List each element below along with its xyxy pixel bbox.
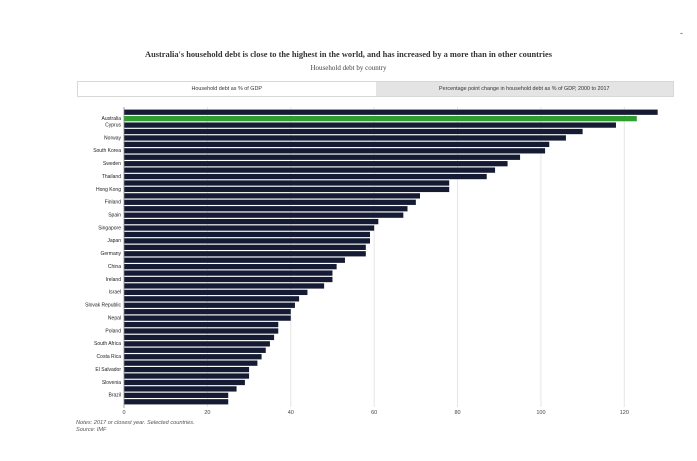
bar [124, 206, 408, 212]
bar [124, 366, 250, 373]
bar [124, 341, 270, 347]
bar [124, 154, 521, 160]
category-label: Cyprus [105, 122, 121, 128]
category-label: Costa Rica [97, 354, 122, 360]
x-tick-label: 100 [536, 410, 545, 416]
bar [124, 360, 258, 366]
bar [124, 193, 421, 199]
category-label: Sweden [103, 161, 121, 167]
bar [124, 231, 370, 238]
bar [124, 257, 345, 263]
corner-mark: - [680, 28, 683, 38]
bar [124, 173, 487, 180]
category-label: South Africa [94, 341, 121, 347]
category-label: South Korea [93, 148, 121, 154]
bar [124, 276, 333, 283]
chart-subtitle: Household debt by country [310, 64, 387, 72]
chart-title: Australia's household debt is close to t… [145, 50, 552, 59]
bar [124, 225, 375, 231]
category-label: Hong Kong [96, 187, 121, 193]
bar [124, 347, 266, 353]
bar [124, 148, 546, 154]
bar [124, 199, 416, 205]
category-label: Australia [102, 116, 122, 122]
category-label: Thailand [102, 174, 121, 180]
source-text: Source: IMF [76, 427, 107, 433]
bar [124, 116, 637, 122]
bar [124, 315, 291, 321]
category-label: Israel [109, 290, 121, 296]
bar [124, 379, 245, 386]
bar [124, 328, 279, 334]
category-label: Germany [100, 251, 121, 257]
category-label: Nepal [108, 315, 121, 321]
bar [124, 392, 229, 398]
bar [124, 244, 366, 250]
bar [124, 251, 366, 257]
bar [124, 212, 404, 218]
bar [124, 135, 566, 141]
category-label: China [108, 264, 121, 270]
bar [124, 167, 496, 173]
category-label: Japan [107, 238, 121, 244]
category-label: Slovak Republic [85, 303, 121, 309]
bar [124, 399, 229, 405]
category-label: Norway [104, 135, 121, 141]
tab-household-debt-gdp[interactable]: Household debt as % of GDP [78, 82, 376, 96]
x-tick-label: 80 [454, 410, 460, 416]
category-label: Slovenia [102, 380, 121, 386]
category-label: Spain [108, 213, 121, 219]
bar [124, 109, 658, 115]
x-tick-label: 40 [288, 410, 294, 416]
chart-tabs: Household debt as % of GDP Percentage po… [77, 81, 674, 97]
x-tick-label: 60 [371, 410, 377, 416]
bar [124, 386, 237, 392]
bar [124, 218, 379, 225]
bar [124, 289, 308, 296]
category-label: Poland [105, 328, 121, 334]
bar [124, 373, 250, 379]
bar [124, 122, 616, 128]
x-tick-label: 0 [122, 410, 125, 416]
category-label: Ireland [106, 277, 122, 283]
notes-text: Notes: 2017 or closest year. Selected co… [76, 420, 195, 426]
x-tick-label: 120 [620, 410, 629, 416]
category-label: El Salvador [95, 367, 121, 373]
bar [124, 309, 291, 315]
category-label: Singapore [98, 225, 121, 231]
bar [124, 334, 275, 341]
category-label: Brazil [108, 393, 121, 399]
x-tick-label: 20 [204, 410, 210, 416]
tab-percentage-point-change[interactable]: Percentage point change in household deb… [375, 82, 673, 96]
bar [124, 180, 450, 186]
bar [124, 283, 325, 289]
bar [124, 264, 337, 270]
bar [124, 354, 262, 360]
bar [124, 238, 370, 244]
bar [124, 128, 583, 135]
bar [124, 161, 508, 167]
bar [124, 296, 300, 302]
bar [124, 270, 333, 276]
bar [124, 302, 295, 308]
bar [124, 141, 550, 148]
chart-notes: Notes: 2017 or closest year. Selected co… [76, 420, 195, 434]
bar [124, 321, 279, 328]
category-label: Finland [105, 200, 122, 206]
bar [124, 186, 450, 193]
